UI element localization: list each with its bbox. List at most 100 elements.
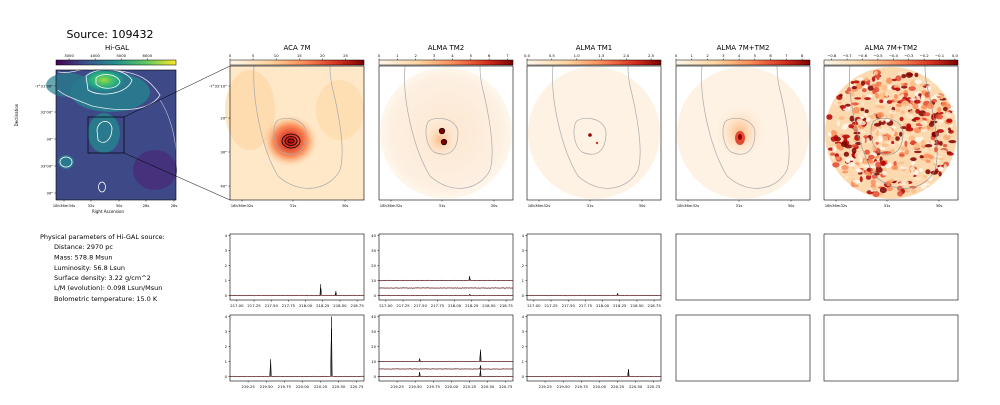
noise-speckle <box>879 147 886 150</box>
noise-speckle <box>874 172 880 176</box>
tm1-source <box>588 133 592 137</box>
noise-speckle <box>879 105 885 109</box>
noise-speckle <box>909 110 914 114</box>
spectrum-frame <box>526 233 662 301</box>
tm2-grey-contour <box>425 117 459 155</box>
neg-grey-contour <box>870 117 904 155</box>
noise-speckle <box>903 133 910 138</box>
higal-xlabel: Right Ascension <box>92 209 124 214</box>
tm1-colorbar-tick-label: 2.0 <box>623 53 630 58</box>
noise-speckle <box>920 94 925 101</box>
noise-speckle <box>912 103 919 110</box>
noise-speckle <box>859 176 863 183</box>
noise-speckle <box>887 130 895 135</box>
noise-speckle <box>850 81 855 84</box>
spectrum-xtick-label: 219.50 <box>557 384 571 389</box>
combo-axes: ALMA 7M+TM2 0 1 2 3 4 5 6 7 8 18h36m32s 31s 30s <box>675 44 811 208</box>
noise-speckle <box>856 169 863 173</box>
noise-speckle <box>940 94 944 100</box>
combo-neg-colorbar-tick-label: −0.5 <box>873 53 883 58</box>
noise-speckle <box>852 106 860 114</box>
spectrum-ytick-label: 2 <box>522 263 525 268</box>
higal-xtick-label: 26s <box>171 203 178 208</box>
noise-speckle <box>861 94 866 100</box>
combo-neg-axes: ALMA 7M+TM2 −0.8 −0.7 −0.6 −0.5 −0.4 −0.3 −0.2 −… <box>823 44 959 208</box>
noise-speckle <box>913 171 919 176</box>
param-lm-ratio: L/M (evolution): 0.098 Lsun/Msun <box>54 284 162 292</box>
spectrum-xtick-label: 217.00 <box>230 303 244 308</box>
noise-speckle <box>861 137 866 144</box>
noise-speckle <box>871 174 878 179</box>
combo-neg-frame <box>823 65 959 201</box>
empty-spectrum-panel <box>823 314 959 382</box>
aca7m-ytick-label: 30" <box>220 149 227 154</box>
neg-grey-contour <box>849 65 938 189</box>
noise-speckle <box>843 151 850 157</box>
noise-speckle <box>876 129 880 136</box>
spectrum-ytick-label: 3 <box>522 248 525 253</box>
noise-speckle <box>899 153 905 157</box>
noise-speckle <box>939 149 947 154</box>
noise-speckle <box>914 150 922 154</box>
higal-contour <box>96 121 113 143</box>
noise-speckle <box>886 77 893 84</box>
noise-speckle <box>914 72 919 78</box>
noise-speckle <box>936 111 944 115</box>
aca7m-frame <box>229 65 365 201</box>
tm2-colorbar-tick-label: 3 <box>433 53 436 58</box>
tm2-title: ALMA TM2 <box>428 44 465 52</box>
aca7m-colorbar-tick-label: 15 <box>297 53 302 58</box>
tm1-axes: ALMA TM1 0.0 0.5 1.0 1.5 2.0 2.5 18h36m32s 31s 30… <box>524 44 662 208</box>
noise-speckle <box>901 74 907 79</box>
noise-speckle <box>942 144 948 148</box>
noise-speckle <box>903 92 909 98</box>
spectrum-trace <box>526 293 662 297</box>
higal-xtick-label: 18h36m34s <box>53 203 76 208</box>
noise-speckle <box>937 106 942 114</box>
aca7m-xtick-label: 18h36m32s <box>231 203 254 208</box>
noise-speckle <box>891 78 897 82</box>
higal-emission-dark <box>133 150 177 190</box>
spectrum-ytick-label: 1 <box>522 278 525 283</box>
noise-speckle <box>857 120 866 126</box>
noise-speckle <box>878 135 884 142</box>
noise-speckle <box>881 135 889 142</box>
higal-contour <box>95 74 121 89</box>
higal-contour <box>98 181 106 193</box>
combo-xtick-label: 18h36m32s <box>677 203 700 208</box>
spectrum-frame <box>229 233 365 301</box>
spectrum-ytick-label: 30 <box>371 329 376 334</box>
noise-speckle <box>833 135 839 140</box>
noise-speckle <box>875 81 882 88</box>
noise-speckle <box>859 116 865 119</box>
tm1-title: ALMA TM1 <box>576 44 613 52</box>
noise-speckle <box>928 122 935 127</box>
source-parameters: Physical parameters of Hi-GAL source: Di… <box>40 233 165 303</box>
noise-speckle <box>933 94 941 97</box>
tm2-colorbar-tick-label: 1 <box>396 53 399 58</box>
combo-colorbar-tick-label: 0 <box>675 53 678 58</box>
noise-speckle <box>851 147 857 154</box>
spectrum-xtick-label: 218.25 <box>465 303 479 308</box>
noise-speckle <box>851 184 859 188</box>
higal-ytick-label: 32'00" <box>41 109 54 114</box>
spectrum-ytick-label: 1 <box>225 359 228 364</box>
spectrum-xtick-label: 218.25 <box>613 303 627 308</box>
combo-neg-title: ALMA 7M+TM2 <box>865 44 918 52</box>
noise-speckle <box>883 151 892 154</box>
noise-speckle <box>901 85 908 89</box>
noise-speckle <box>925 159 931 163</box>
spectrum-frame <box>378 233 514 301</box>
noise-speckle <box>900 146 909 152</box>
noise-speckle <box>874 70 878 76</box>
spectrum-xtick-label: 219.25 <box>390 384 404 389</box>
noise-speckle <box>933 139 940 146</box>
noise-speckle <box>913 99 921 104</box>
noise-speckle <box>871 76 876 82</box>
noise-speckle <box>946 115 952 118</box>
tm1-xtick-label: 30s <box>639 203 646 208</box>
aca7m-image <box>225 65 364 200</box>
noise-speckle <box>851 86 858 90</box>
spectrum-xtick-label: 218.75 <box>499 303 513 308</box>
